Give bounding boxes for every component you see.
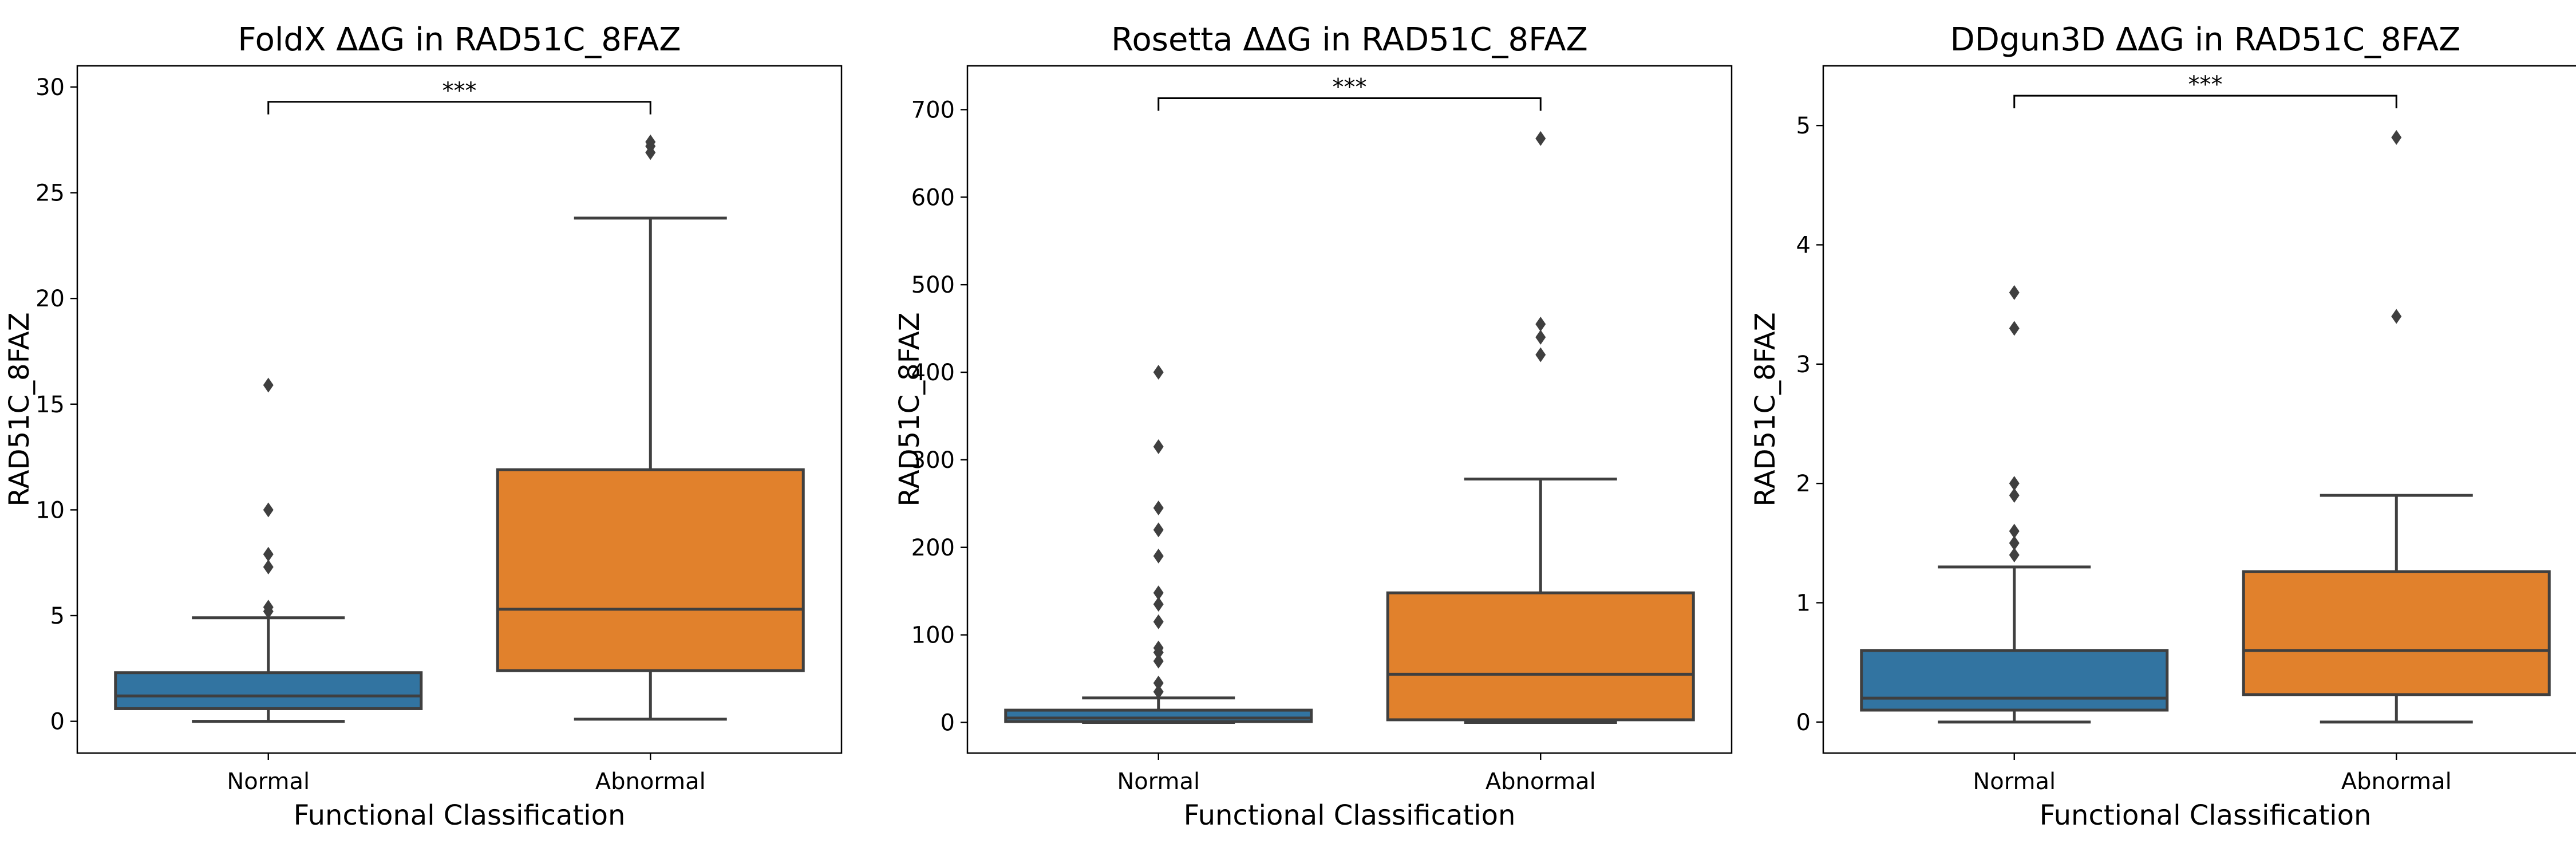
- outlier-point: [1535, 329, 1546, 345]
- y-tick-label: 30: [35, 74, 65, 101]
- box-abnormal: [1386, 131, 1695, 724]
- outlier-point: [1153, 500, 1164, 515]
- outlier-point: [1153, 522, 1164, 538]
- significance-label: ***: [1333, 74, 1367, 101]
- box-iqr: [2242, 570, 2551, 696]
- axes-frame: [966, 65, 1733, 754]
- y-tick-label: 20: [35, 286, 65, 312]
- outlier-point: [1153, 653, 1164, 669]
- outlier-point: [2391, 309, 2402, 324]
- box-iqr: [114, 671, 423, 710]
- y-tick-label: 400: [911, 360, 955, 386]
- y-tick-label: 0: [1796, 710, 1811, 736]
- panel-title: DDgun3D ΔΔG in RAD51C_8FAZ: [1950, 21, 2461, 58]
- significance-bracket: [1157, 97, 1542, 111]
- x-tick-label-normal: Normal: [1973, 769, 2056, 795]
- box-iqr: [1860, 649, 2169, 712]
- outlier-point: [2009, 488, 2020, 503]
- significance-bracket: [267, 101, 651, 115]
- x-tick-label-normal: Normal: [227, 769, 310, 795]
- outlier-point: [1535, 347, 1546, 362]
- x-tick-label-normal: Normal: [1117, 769, 1200, 795]
- outlier-point: [1535, 316, 1546, 332]
- y-tick-label: 10: [35, 497, 65, 523]
- outlier-point: [2009, 321, 2020, 336]
- y-tick-label: 0: [50, 709, 65, 735]
- outlier-point: [1153, 549, 1164, 564]
- box-normal: [114, 377, 423, 723]
- significance-label: ***: [442, 78, 477, 104]
- x-axis-label: Functional Classification: [2040, 799, 2372, 832]
- plot-marks: 0 100 200 300 400 500 600 700: [911, 65, 1733, 760]
- outlier-point: [1153, 439, 1164, 454]
- y-axis-label: RAD51C_8FAZ: [1749, 312, 1781, 506]
- y-tick-label: 0: [941, 710, 955, 736]
- panel-title: FoldX ΔΔG in RAD51C_8FAZ: [238, 21, 681, 58]
- outlier-point: [263, 600, 274, 615]
- outlier-point: [1153, 640, 1164, 656]
- outlier-point: [2009, 523, 2020, 539]
- significance-label: ***: [2188, 72, 2223, 98]
- y-tick-label: 3: [1796, 352, 1811, 378]
- axes-frame: [1822, 65, 2576, 754]
- y-tick-label: 5: [50, 603, 65, 629]
- box-iqr: [1004, 708, 1313, 723]
- x-tick-label-abnormal: Abnormal: [1485, 769, 1596, 795]
- x-tick-label-abnormal: Abnormal: [2341, 769, 2452, 795]
- box-abnormal: [496, 134, 805, 721]
- outlier-point: [2391, 130, 2402, 145]
- y-tick-label: 600: [911, 184, 955, 211]
- outlier-point: [1153, 684, 1164, 699]
- x-axis-label: Functional Classification: [294, 799, 626, 832]
- y-tick-label: 300: [911, 447, 955, 474]
- y-tick-label: 700: [911, 97, 955, 123]
- outlier-point: [2009, 285, 2020, 300]
- x-tick-label-abnormal: Abnormal: [595, 769, 706, 795]
- outlier-point: [263, 502, 274, 518]
- panel-title: Rosetta ΔΔG in RAD51C_8FAZ: [1111, 21, 1588, 58]
- outlier-point: [1153, 675, 1164, 691]
- box-normal: [1004, 365, 1313, 724]
- outlier-point: [2009, 547, 2020, 563]
- y-tick-label: 500: [911, 272, 955, 298]
- panel-foldx: FoldX ΔΔG in RAD51C_8FAZ Functional Clas…: [3, 21, 843, 832]
- box-abnormal: [2242, 130, 2551, 724]
- y-tick-label: 100: [911, 622, 955, 649]
- y-tick-label: 2: [1796, 471, 1811, 497]
- plot-marks: 0 1 2 3 4 5: [1796, 65, 2576, 760]
- panel-rosetta: Rosetta ΔΔG in RAD51C_8FAZ Functional Cl…: [894, 21, 1733, 832]
- y-axis-label: RAD51C_8FAZ: [894, 312, 926, 506]
- outlier-point: [1153, 614, 1164, 629]
- outlier-point: [1153, 365, 1164, 380]
- y-tick-label: 1: [1796, 590, 1811, 617]
- y-axis-label: RAD51C_8FAZ: [3, 312, 35, 506]
- outlier-point: [1535, 131, 1546, 146]
- outlier-point: [263, 377, 274, 393]
- plot-marks: 0 5 10 15 20 25 30: [35, 65, 843, 760]
- outlier-point: [645, 134, 656, 149]
- outlier-point: [263, 559, 274, 575]
- axes-frame: [76, 65, 843, 754]
- outlier-point: [1153, 597, 1164, 612]
- y-tick-label: 15: [35, 392, 65, 418]
- significance-bracket: [2013, 94, 2397, 109]
- box-iqr: [1386, 591, 1695, 722]
- outlier-point: [2009, 476, 2020, 491]
- panel-ddgun3d: DDgun3D ΔΔG in RAD51C_8FAZ Functional Cl…: [1749, 21, 2576, 832]
- outlier-point: [1153, 585, 1164, 601]
- y-tick-label: 200: [911, 535, 955, 561]
- outlier-point: [2009, 535, 2020, 551]
- y-tick-label: 25: [35, 180, 65, 207]
- box-iqr: [496, 468, 805, 672]
- y-tick-label: 4: [1796, 233, 1811, 259]
- box-normal: [1860, 285, 2169, 724]
- outlier-point: [263, 546, 274, 562]
- x-axis-label: Functional Classification: [1184, 799, 1516, 832]
- y-tick-label: 5: [1796, 113, 1811, 139]
